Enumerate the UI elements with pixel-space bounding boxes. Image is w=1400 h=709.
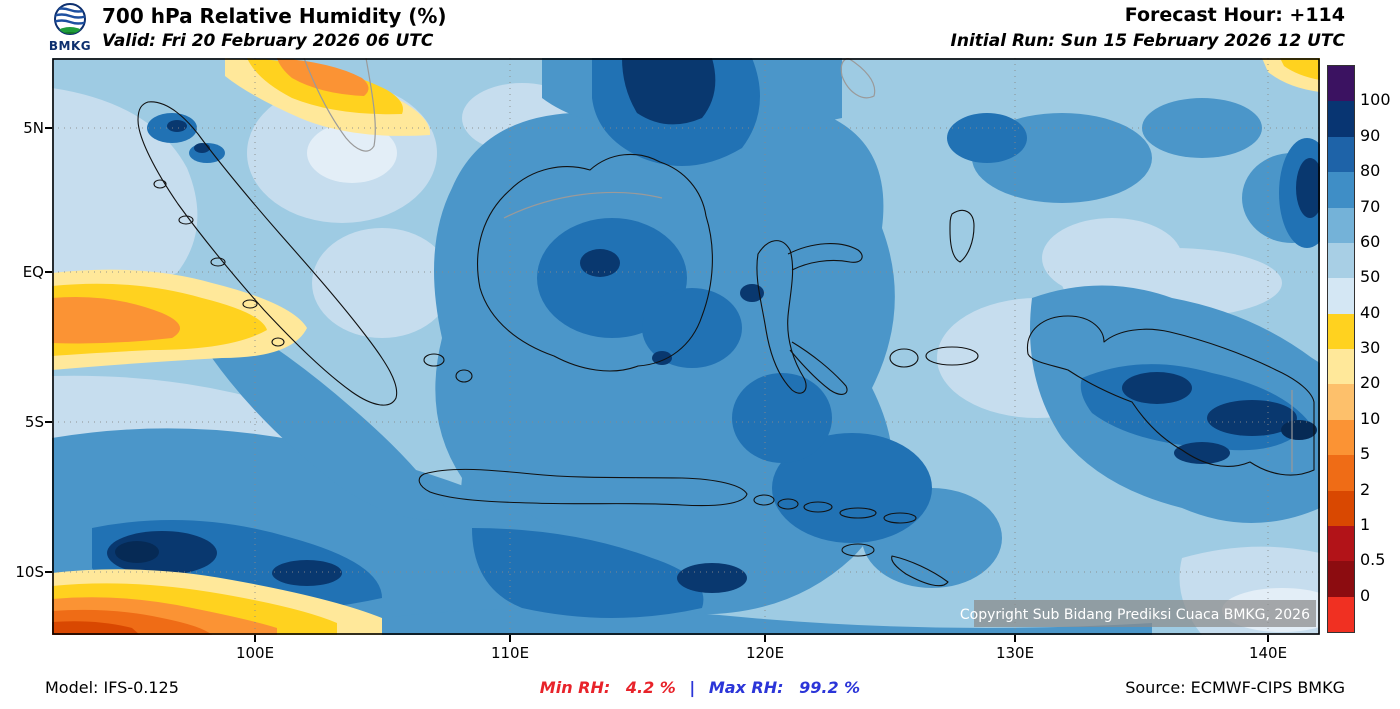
- colorbar-segment: [1328, 136, 1354, 173]
- foreign-coastlines: [303, 57, 1293, 472]
- valid-time-label: Valid: Fri 20 February 2026 06 UTC: [102, 31, 434, 51]
- colorbar-tick-label: 2: [1360, 479, 1371, 499]
- lon-label-130e: 130E: [995, 644, 1035, 662]
- lat-tick: [45, 421, 52, 423]
- colorbar-segment: [1328, 101, 1354, 137]
- lat-label-5s: 5S: [24, 413, 44, 431]
- rh-minmax: Min RH: 4.2 % | Max RH: 99.2 %: [540, 678, 860, 697]
- colorbar-segment: [1328, 455, 1354, 491]
- map-svg: Copyright Sub Bidang Prediksi Cuaca BMKG…: [17, 57, 1342, 635]
- lon-tick: [764, 635, 766, 642]
- colorbar-segment: [1328, 490, 1354, 526]
- copyright-text: Copyright Sub Bidang Prediksi Cuaca BMKG…: [960, 607, 1310, 623]
- colorbar-tick-label: 100: [1360, 90, 1391, 110]
- colorbar-segment: [1328, 596, 1354, 632]
- lon-label-110e: 110E: [490, 644, 530, 662]
- forecast-hour-label: Forecast Hour: +114: [1124, 4, 1345, 26]
- source-label: Source: ECMWF-CIPS BMKG: [1125, 678, 1345, 697]
- dry-zone-northwest: [225, 58, 431, 136]
- colorbar-tick-label: 50: [1360, 267, 1381, 287]
- lat-label-5n: 5N: [23, 119, 44, 137]
- lat-tick: [45, 571, 52, 573]
- min-rh-value: 4.2 %: [625, 678, 676, 697]
- max-rh-value: 99.2 %: [799, 678, 861, 697]
- colorbar-tick-label: 60: [1360, 231, 1381, 251]
- colorbar-segment: [1328, 313, 1354, 349]
- minmax-separator: |: [689, 678, 696, 697]
- colorbar-tick-label: 80: [1360, 161, 1381, 181]
- lat-tick: [45, 271, 52, 273]
- colorbar: [1327, 65, 1355, 633]
- dry-zone-west: [52, 269, 307, 370]
- colorbar-segment: [1328, 207, 1354, 243]
- colorbar-segment: [1328, 278, 1354, 314]
- min-rh-label: Min RH:: [539, 678, 611, 697]
- bmkg-logo-icon: [54, 3, 86, 35]
- lon-tick: [1014, 635, 1016, 642]
- graticule: [52, 58, 1320, 635]
- lon-tick: [254, 635, 256, 642]
- initial-run-label: Initial Run: Sun 15 February 2026 12 UTC: [950, 31, 1345, 51]
- copyright: Copyright Sub Bidang Prediksi Cuaca BMKG…: [960, 600, 1316, 627]
- colorbar-tick-label: 5: [1360, 444, 1371, 464]
- rh-fill-layers: [17, 58, 1342, 635]
- colorbar-segment: [1328, 561, 1354, 597]
- colorbar-tick-label: 10: [1360, 408, 1381, 428]
- colorbar-segment: [1328, 419, 1354, 456]
- lon-label-120e: 120E: [745, 644, 785, 662]
- colorbar-segment: [1328, 349, 1354, 385]
- lon-tick: [509, 635, 511, 642]
- colorbar-segment: [1328, 525, 1354, 562]
- colorbar-segment: [1328, 66, 1354, 102]
- colorbar-tick-label: 0.5: [1360, 550, 1386, 570]
- lon-label-100e: 100E: [235, 644, 275, 662]
- colorbar-tick-label: 40: [1360, 302, 1381, 322]
- colorbar-segment: [1328, 242, 1354, 279]
- bmkg-logo-label: BMKG: [48, 39, 92, 53]
- dry-zone-southwest: [52, 569, 382, 635]
- lat-label-eq: EQ: [22, 263, 44, 281]
- page-title: 700 hPa Relative Humidity (%): [102, 4, 447, 28]
- bmkg-logo: BMKG: [44, 2, 96, 56]
- colorbar-tick-label: 0: [1360, 585, 1371, 605]
- lat-label-10s: 10S: [15, 563, 44, 581]
- dry-zone-northeast: [1262, 58, 1320, 92]
- max-rh-label: Max RH:: [708, 678, 784, 697]
- colorbar-tick-label: 20: [1360, 373, 1381, 393]
- lat-tick: [45, 127, 52, 129]
- colorbar-tick-label: 90: [1360, 125, 1381, 145]
- map-frame: [52, 58, 1320, 635]
- model-label: Model: IFS-0.125: [45, 678, 179, 697]
- colorbar-segment: [1328, 172, 1354, 208]
- coastlines: [137, 101, 1315, 587]
- colorbar-segment: [1328, 384, 1354, 420]
- colorbar-tick-label: 30: [1360, 338, 1381, 357]
- colorbar-labels: 100 90 80 70 60 50 40 30 20 10 5 2 1 0.5 0: [1360, 65, 1400, 631]
- forecast-map: Copyright Sub Bidang Prediksi Cuaca BMKG…: [17, 57, 1342, 635]
- lon-label-140e: 140E: [1248, 644, 1288, 662]
- lon-tick: [1267, 635, 1269, 642]
- colorbar-tick-label: 70: [1360, 196, 1381, 216]
- colorbar-tick-label: 1: [1360, 514, 1371, 534]
